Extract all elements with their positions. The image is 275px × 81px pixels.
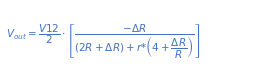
Text: $V_{out} = \dfrac{V12}{2} \cdot \left[ \dfrac{-\Delta R}{\left(2R+\Delta R\right: $V_{out} = \dfrac{V12}{2} \cdot \left[ \… bbox=[6, 21, 200, 60]
